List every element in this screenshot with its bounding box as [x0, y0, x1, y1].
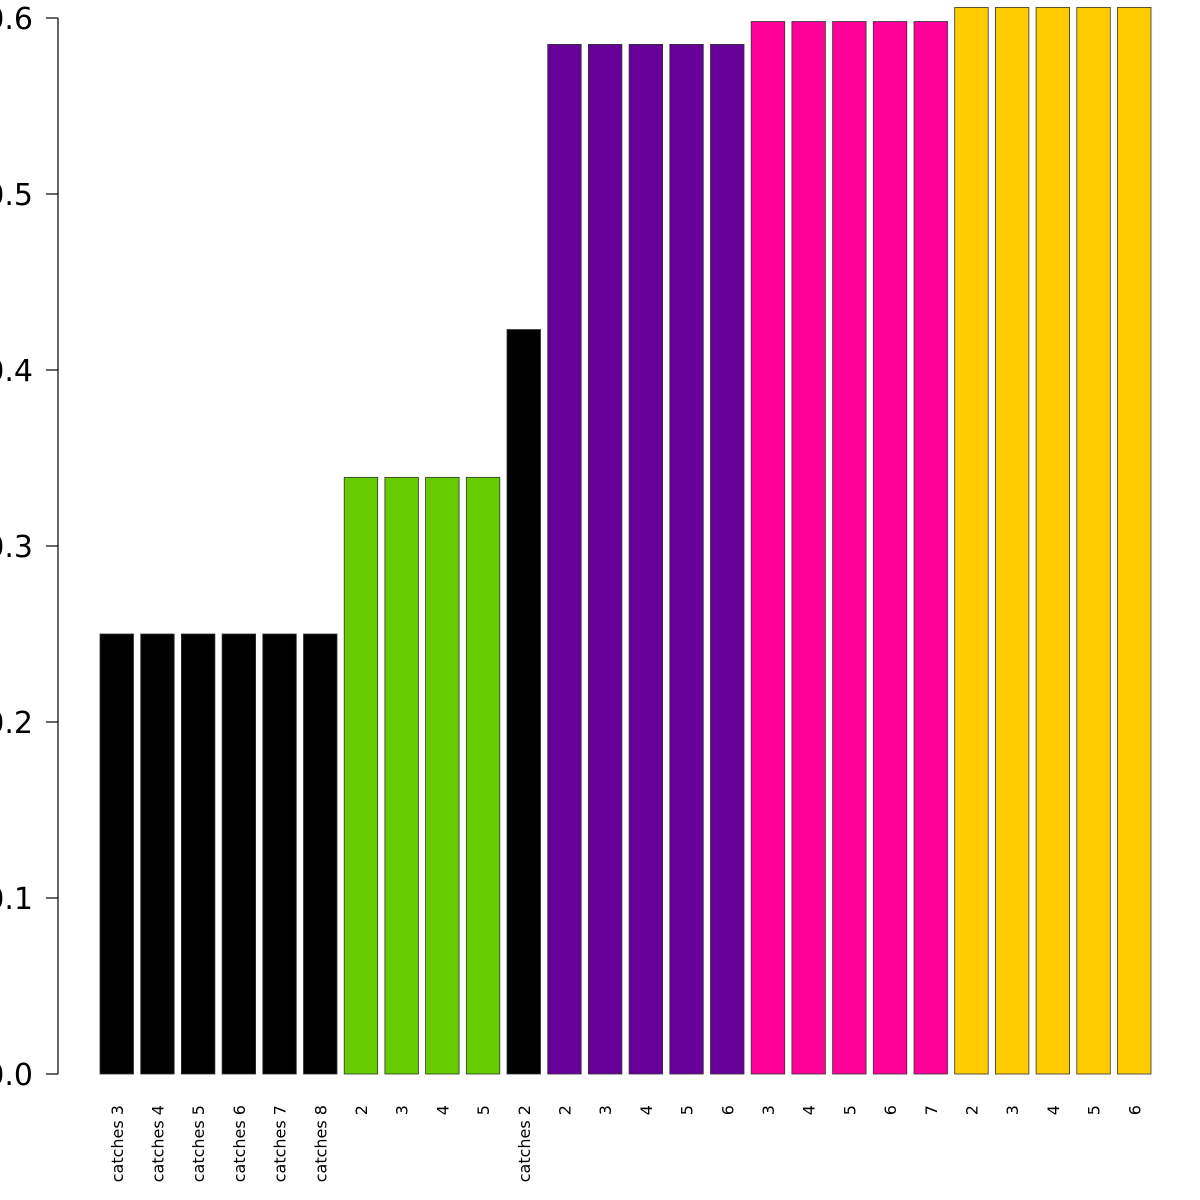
x-tick-label: 5	[840, 1105, 859, 1115]
x-tick-label: 6	[881, 1105, 900, 1115]
x-tick-label: 3	[393, 1105, 412, 1115]
bar	[832, 21, 867, 1075]
bar	[547, 44, 582, 1075]
x-tick-label: 2	[352, 1105, 371, 1115]
x-tick-label: 2	[555, 1105, 574, 1115]
bar	[1035, 7, 1070, 1075]
bar	[750, 21, 786, 1075]
bar	[343, 476, 379, 1075]
x-tick-label: 6	[718, 1105, 737, 1115]
x-tick-label: 3	[1003, 1105, 1022, 1115]
bar	[425, 476, 460, 1075]
bar	[140, 633, 175, 1075]
x-tick-label: catches 2	[515, 1105, 534, 1182]
bar	[872, 21, 908, 1075]
bar	[995, 7, 1030, 1075]
x-tick-label: 2	[962, 1105, 981, 1115]
bar	[669, 44, 704, 1075]
bar	[913, 21, 948, 1075]
bar	[262, 633, 297, 1075]
x-tick-label: 4	[800, 1105, 819, 1115]
bar	[221, 633, 257, 1075]
bar	[588, 44, 623, 1075]
bars	[99, 7, 1152, 1075]
y-tick-label: 0.4	[0, 354, 33, 389]
y-tick-label: 0.2	[0, 706, 33, 741]
x-tick-label: catches 5	[189, 1105, 208, 1182]
x-tick-label: catches 8	[311, 1105, 330, 1182]
bar	[1076, 7, 1111, 1075]
x-tick-label: 6	[1125, 1105, 1144, 1115]
bar	[384, 476, 419, 1075]
x-tick-label: 3	[759, 1105, 778, 1115]
y-tick-label: 0.1	[0, 882, 33, 917]
x-tick-label: catches 7	[271, 1105, 290, 1182]
bar	[628, 44, 663, 1075]
bar	[180, 633, 216, 1075]
x-tick-label: catches 3	[108, 1105, 127, 1182]
y-tick-label: 0.5	[0, 178, 33, 213]
x-tick-label: 4	[637, 1105, 656, 1115]
bar	[465, 476, 501, 1075]
bar	[1117, 7, 1152, 1075]
y-tick-label: 0.3	[0, 530, 33, 565]
y-axis: 0.0 0.1 0.2 0.3 0.4 0.5 0.6	[0, 2, 59, 1093]
x-axis-labels: catches 3 catches 4 catches 5 catches 6 catc…	[108, 1105, 1145, 1182]
bar	[506, 329, 541, 1075]
y-tick-label: 0.0	[0, 1058, 33, 1093]
x-tick-label: 5	[678, 1105, 697, 1115]
x-tick-label: catches 4	[148, 1105, 167, 1182]
x-tick-label: 5	[1085, 1105, 1104, 1115]
x-tick-label: catches 6	[230, 1105, 249, 1182]
y-tick-label: 0.6	[0, 2, 33, 37]
x-tick-label: 3	[596, 1105, 615, 1115]
bar	[99, 633, 134, 1075]
x-tick-label: 7	[922, 1105, 941, 1115]
x-tick-label: 4	[1044, 1105, 1063, 1115]
bar	[710, 44, 745, 1075]
x-tick-label: 5	[474, 1105, 493, 1115]
bar	[954, 7, 989, 1075]
x-tick-label: 4	[433, 1105, 452, 1115]
bar	[303, 633, 338, 1075]
bar	[791, 21, 826, 1075]
